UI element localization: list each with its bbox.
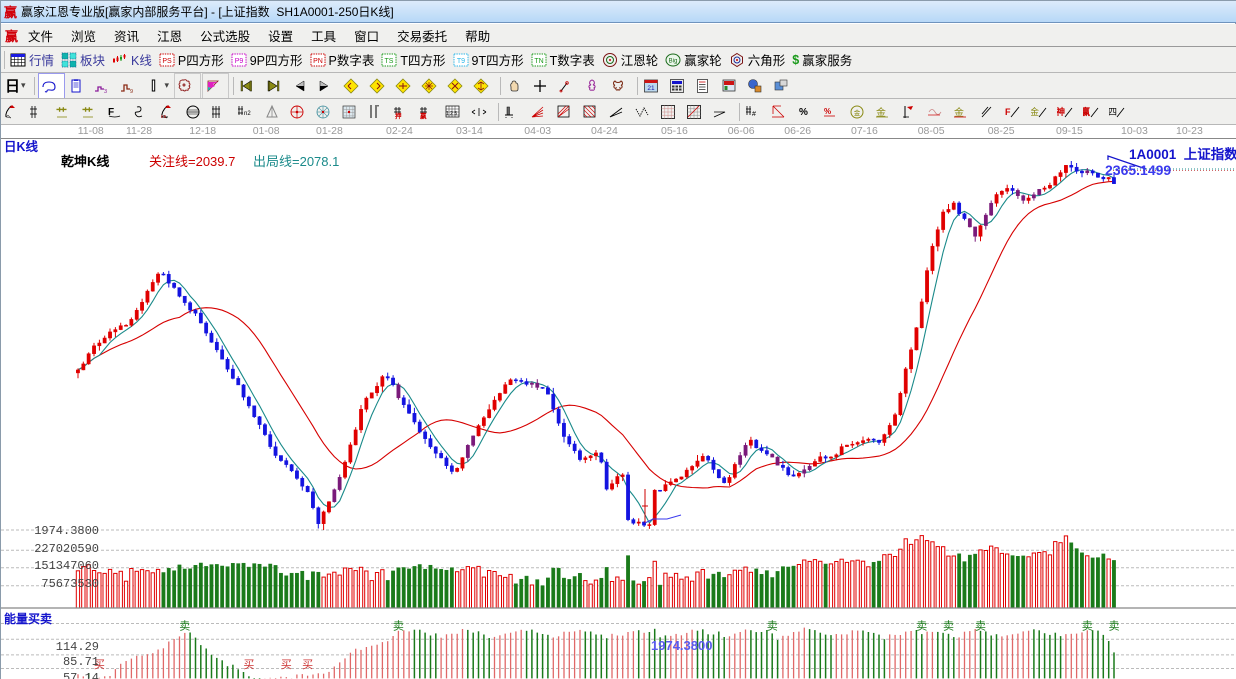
svg-text:卖: 卖 [179, 620, 190, 633]
svg-text:02-24: 02-24 [386, 125, 413, 137]
svg-text:T9: T9 [456, 58, 464, 65]
svg-text:12-18: 12-18 [189, 125, 216, 137]
svg-text:赢: 赢 [1083, 106, 1090, 117]
svg-text:买: 买 [281, 658, 292, 671]
svg-text:赢: 赢 [420, 111, 427, 120]
svg-text:卖: 卖 [943, 620, 954, 633]
svg-text:买: 买 [243, 658, 254, 671]
svg-text:01-28: 01-28 [316, 125, 343, 137]
svg-text:06-06: 06-06 [728, 125, 755, 137]
svg-text:TS: TS [385, 58, 394, 65]
svg-text:9: 9 [130, 89, 133, 94]
svg-text:卖: 卖 [975, 620, 986, 633]
svg-text:F: F [1005, 107, 1011, 117]
svg-text:神: 神 [1057, 106, 1065, 117]
svg-text:PN: PN [313, 58, 323, 65]
svg-text:押: 押 [395, 111, 402, 120]
svg-text:PS: PS [162, 58, 172, 65]
svg-text:卖: 卖 [393, 620, 404, 633]
svg-text:": " [377, 104, 380, 112]
svg-text:03-14: 03-14 [456, 125, 483, 137]
svg-text:P9: P9 [234, 58, 243, 65]
svg-text:n2: n2 [244, 111, 251, 117]
svg-text:04-03: 04-03 [524, 125, 551, 137]
svg-text:01-08: 01-08 [253, 125, 280, 137]
svg-text:金: 金 [1031, 106, 1039, 117]
svg-text:09-15: 09-15 [1056, 125, 1083, 137]
svg-text:1 2 5: 1 2 5 [446, 111, 457, 117]
svg-text:05-16: 05-16 [661, 125, 688, 137]
svg-text:21: 21 [647, 85, 655, 92]
svg-text:11-08: 11-08 [78, 125, 104, 137]
svg-text:卖: 卖 [916, 620, 927, 633]
svg-text:11-28: 11-28 [126, 125, 152, 137]
svg-text:04-24: 04-24 [591, 125, 618, 137]
svg-text:#: # [752, 111, 756, 118]
svg-text:金: 金 [854, 108, 861, 117]
svg-text:四: 四 [1109, 107, 1117, 117]
svg-text:08-05: 08-05 [918, 125, 945, 137]
svg-text:%: % [824, 107, 831, 116]
svg-text:%: % [799, 107, 808, 118]
svg-text:买: 买 [302, 658, 313, 671]
svg-text:Big: Big [669, 58, 678, 64]
svg-text:卖: 卖 [1082, 620, 1093, 633]
svg-text:10-03: 10-03 [1121, 125, 1148, 137]
svg-text:卖: 卖 [767, 620, 778, 633]
svg-text:TN: TN [534, 58, 543, 65]
svg-text:卖: 卖 [1109, 620, 1120, 633]
svg-text:10-23: 10-23 [1176, 125, 1203, 137]
svg-text:07-16: 07-16 [851, 125, 878, 137]
svg-text:06-26: 06-26 [784, 125, 811, 137]
svg-text:08-25: 08-25 [988, 125, 1015, 137]
svg-text:3: 3 [104, 89, 107, 94]
